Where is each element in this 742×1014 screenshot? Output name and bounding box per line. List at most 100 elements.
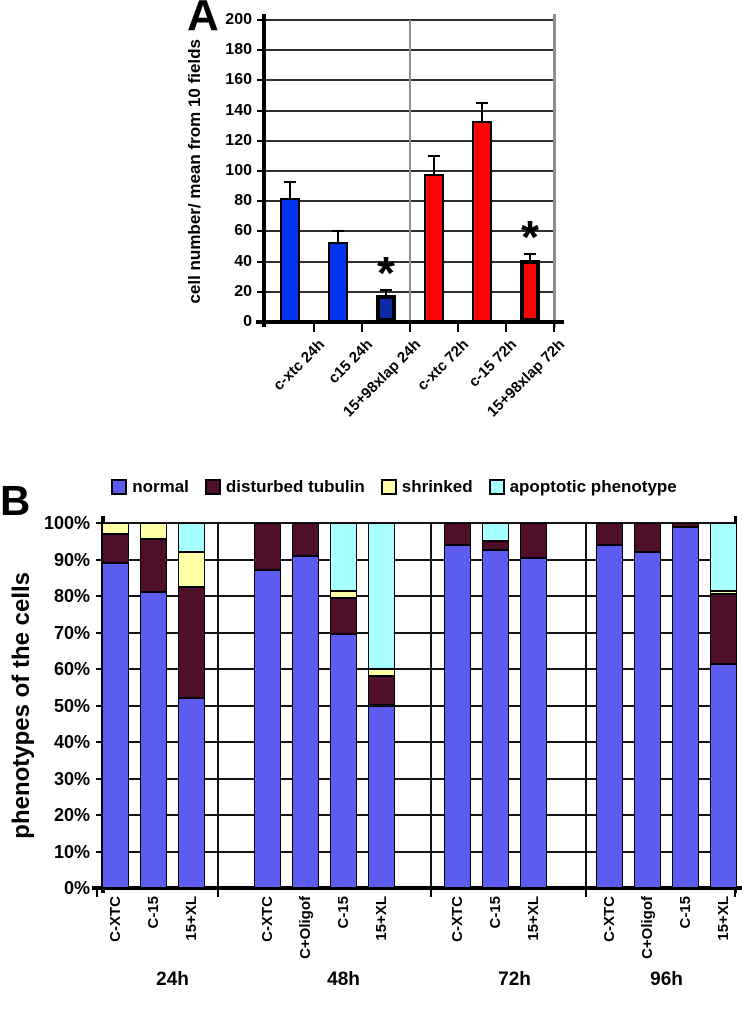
panel-b-bar-segment-disturbed [672,523,699,527]
panel-b-x-category-label-text: C+Oligof [639,896,656,959]
panel-a-y-tick-label: 140 [225,101,252,119]
panel-b-bar-segment-normal [178,698,205,888]
panel-a-x-category-label: c-xtc 72h [414,336,473,395]
panel-b-bar-segment-shrinked [710,590,737,595]
panel-a-x-tick [313,324,315,332]
panel-b-bar-segment-disturbed [482,541,509,551]
panel-a-error-cap [476,102,488,105]
panel-b-group-divider [585,523,587,888]
panel-b-y-tick-label: 40% [53,732,90,752]
panel-a-x-axis [256,320,564,324]
panel-a-error-cap [284,180,296,183]
panel-b-y-tick [96,631,105,634]
panel-b-x-tick [734,890,736,897]
panel-b-bar-segment-normal [596,544,623,888]
legend-swatch-shrinked [380,479,397,495]
panel-b-x-category-label-text: C-XTC [259,896,276,942]
panel-a-y-tick [257,290,266,293]
panel-a-y-tick [257,230,266,233]
panel-a-y-tick-label: 0 [243,313,252,330]
panel-a-bar [280,198,300,322]
panel-b-x-axis [92,886,742,890]
panel-b-bar-segment-disturbed [330,597,357,635]
panel-a-y-axis [262,14,266,327]
panel-b-y-tick-label: 100% [43,513,90,533]
panel-a-error-cap [428,154,440,157]
panel-a-x-category-label: c-xtc 24h [270,336,329,395]
panel-b-bar-segment-shrinked [178,552,205,587]
panel-b-x-category-label: 15+XL [522,896,546,1008]
panel-a-error-line [337,231,339,242]
panel-b-y-tick-label: 10% [53,841,90,862]
panel-b-x-tick [95,890,98,897]
panel-b-bar-segment-apoptotic [482,523,509,542]
panel-a-y-tick [257,19,266,21]
panel-b-bar-segment-normal [368,705,395,888]
panel-b-x-category-label-text: C-XTC [449,896,466,942]
panel-b-x-category-label: 15+XL [712,896,736,1008]
panel-b-bar-segment-shrinked [140,523,167,540]
panel-b-x-category-label-text: C-15 [145,896,162,929]
legend-label: shrinked [401,477,473,496]
panel-a-y-axis-title-text: cell number/ mean from 10 fields [185,38,204,304]
legend-item: disturbed tubulin [204,477,365,497]
panel-b-bar-segment-normal [140,592,167,888]
legend-item: shrinked [380,477,473,497]
panel-b-y-tick [96,777,105,780]
panel-b-gridline [105,814,737,816]
panel-b-y-tick-label: 0% [63,878,90,898]
panel-b-gridline [105,777,737,780]
panel-b-bar-segment-disturbed [292,523,319,556]
panel-b-gridline [105,631,737,634]
panel-b-gridline [105,704,737,707]
panel-a-bar [472,121,492,322]
panel-a-x-tick [361,324,363,332]
panel-a-y-tick-label: 200 [225,11,252,28]
panel-b-bar-segment-normal [520,557,547,888]
panel-b-bar-segment-disturbed [102,533,129,564]
panel-a-x-tick [505,324,507,332]
panel-b-bar-segment-disturbed [254,523,281,571]
panel-b-y-tick-label: 60% [53,659,90,679]
panel-a-bar [376,294,396,322]
panel-a-error-cap [332,230,344,233]
panel-b-x-category-label-text: 15+XL [715,896,732,941]
panel-b-x-category-label: C-15 [484,896,508,1008]
legend-swatch-disturbed-tubulin [204,479,221,495]
panel-b-bar-segment-normal [444,544,471,888]
panel-b-y-tick [96,850,105,853]
panel-b-bar-segment-disturbed [178,586,205,699]
panel-a-y-tick-label: 100 [225,162,252,179]
panel-a-y-tick-label: 120 [225,131,252,149]
panel-b-bar-segment-disturbed [710,594,737,664]
panel-a-letter: A [187,0,219,40]
panel-b-bar-segment-normal [710,663,737,888]
panel-b-x-category-label-text: 15+XL [183,896,200,941]
panel-a-y-tick [257,170,266,172]
panel-a-error-line [385,290,387,295]
panel-a-right-border [553,14,556,327]
panel-a-y-tick-label: 80 [234,192,252,210]
panel-b-y-tick [96,668,105,670]
legend-item: normal [111,477,189,497]
panel-b-gridline [105,741,737,743]
panel-b-gridline [105,668,737,670]
panel-a-error-line [529,254,531,261]
panel-a-group-divider [409,20,411,322]
panel-a-y-tick [257,200,266,203]
panel-a-y-tick-label: 180 [225,41,252,59]
panel-a-significance-marker: * [377,247,395,300]
panel-b-bar-segment-normal [330,634,357,888]
legend-swatch-apoptotic-phenotype [488,479,505,495]
legend-item: apoptotic phenotype [488,477,677,497]
panel-a-y-tick-label: 60 [234,222,252,240]
legend: normal disturbed tubulin shrinked apoptotic… [74,477,714,497]
panel-a-y-tick-label: 40 [234,252,252,270]
panel-b-y-tick [96,741,105,743]
legend-label: disturbed tubulin [225,477,365,496]
panel-b-x-category-label: 15+XL [180,896,204,1008]
panel-b-bar-segment-disturbed [634,523,661,553]
panel-b-x-tick [585,890,587,897]
panel-b-x-category-label: C-15 [142,896,166,1008]
